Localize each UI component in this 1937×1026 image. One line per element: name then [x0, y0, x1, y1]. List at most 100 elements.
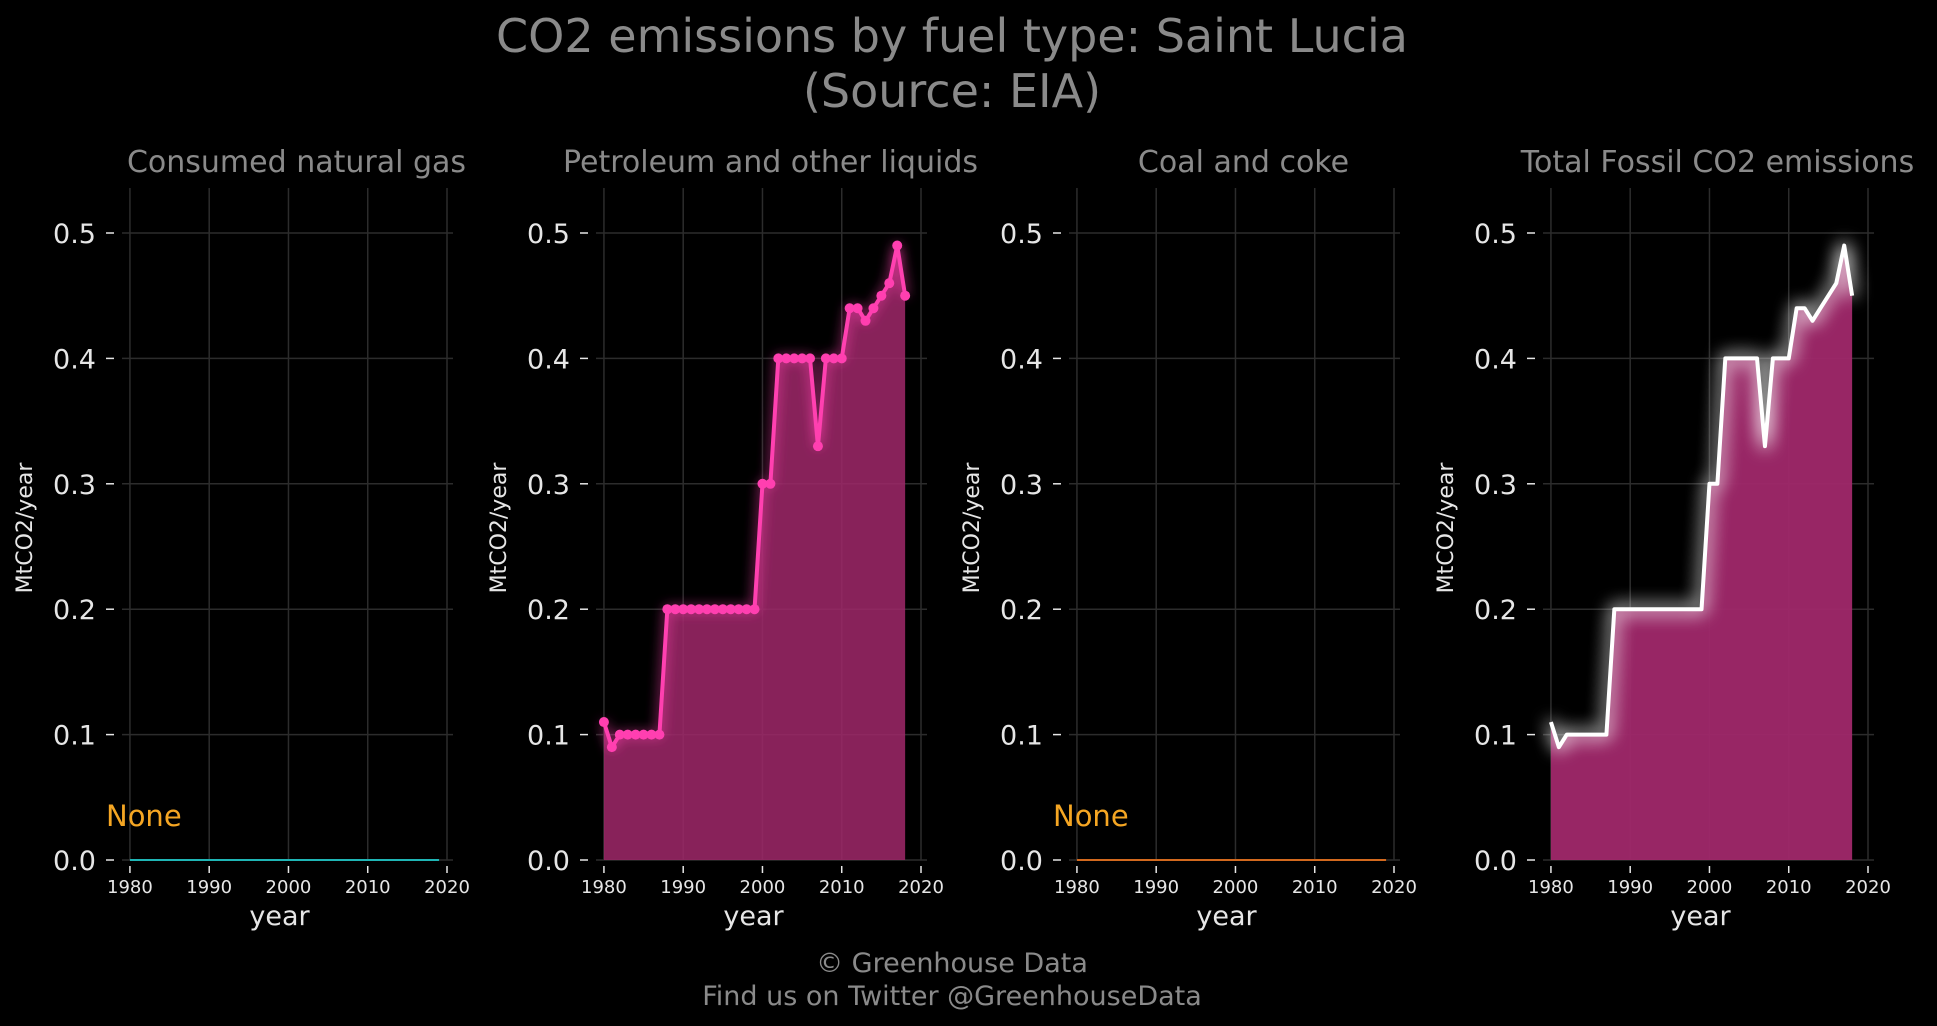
y-tick-label: 0.3: [1474, 470, 1517, 501]
y-tick-label: 0.0: [1000, 846, 1043, 877]
data-point: [884, 278, 895, 289]
x-tick-label: 2010: [819, 877, 865, 898]
y-tick-label: 0.1: [527, 721, 570, 752]
data-point: [614, 729, 625, 740]
data-point: [606, 742, 617, 753]
data-point: [828, 353, 839, 364]
x-tick-label: 2020: [898, 877, 944, 898]
data-point: [868, 303, 879, 314]
data-point: [622, 729, 633, 740]
area-fill: [1550, 245, 1853, 861]
data-point: [717, 604, 728, 615]
data-point: [844, 303, 855, 314]
area-fill: [603, 245, 906, 861]
y-tick-label: 0.5: [53, 219, 96, 250]
y-tick-label: 0.1: [53, 721, 96, 752]
y-tick-label: 0.3: [53, 470, 96, 501]
chart-title: CO2 emissions by fuel type: Saint Lucia: [496, 9, 1408, 63]
x-tick-label: 1990: [186, 877, 232, 898]
y-tick-label: 0.0: [527, 846, 570, 877]
data-point: [662, 604, 673, 615]
data-point: [892, 240, 903, 251]
panel-title: Consumed natural gas: [127, 145, 466, 180]
series-line: [1549, 243, 1855, 750]
y-tick-label: 0.2: [527, 595, 570, 626]
y-tick-label: 0.0: [1474, 846, 1517, 877]
x-axis-label: year: [249, 901, 310, 932]
panel-4: Total Fossil CO2 emissions 0.0 0.1 0.2 0.3 0.…: [1434, 145, 1914, 932]
x-tick-label: 2010: [345, 877, 391, 898]
y-tick-label: 0.3: [1000, 470, 1043, 501]
x-axis-label: year: [1670, 901, 1731, 932]
x-tick-label: 1980: [107, 877, 153, 898]
data-point: [733, 604, 744, 615]
x-tick-label: 2000: [1687, 877, 1733, 898]
y-tick-label: 0.5: [1000, 219, 1043, 250]
data-point: [860, 315, 871, 326]
x-tick-label: 2000: [266, 877, 312, 898]
y-axis-label: MtCO2/year: [1434, 462, 1459, 594]
data-point: [630, 729, 641, 740]
data-point: [781, 353, 792, 364]
data-point: [670, 604, 681, 615]
y-axis-label: MtCO2/year: [13, 462, 38, 594]
data-point: [646, 729, 657, 740]
data-point: [741, 604, 752, 615]
panel-title: Total Fossil CO2 emissions: [1520, 145, 1914, 180]
data-point: [686, 604, 697, 615]
y-tick-label: 0.1: [1474, 721, 1517, 752]
panel-title: Petroleum and other liquids: [563, 145, 978, 180]
x-tick-label: 1980: [581, 877, 627, 898]
data-point: [765, 478, 776, 489]
data-point: [852, 303, 863, 314]
panel-1: Consumed natural gas 0.0 0.1 0.2 0.3 0.4 0.5 19…: [13, 145, 470, 932]
data-point: [797, 353, 808, 364]
x-tick-label: 1990: [660, 877, 706, 898]
x-tick-label: 2020: [424, 877, 470, 898]
y-tick-label: 0.4: [527, 344, 570, 375]
y-tick-label: 0.4: [1000, 344, 1043, 375]
x-tick-label: 1980: [1528, 877, 1574, 898]
x-tick-label: 1990: [1133, 877, 1179, 898]
y-tick-label: 0.5: [527, 219, 570, 250]
x-tick-label: 2010: [1766, 877, 1812, 898]
x-tick-label: 2020: [1845, 877, 1891, 898]
y-tick-label: 0.5: [1474, 219, 1517, 250]
x-tick-label: 2010: [1292, 877, 1338, 898]
data-point: [820, 353, 831, 364]
panel-3: Coal and coke 0.0 0.1 0.2 0.3 0.4 0.5 1980 1990 2…: [960, 145, 1417, 932]
panel-2: Petroleum and other liquids 0.0 0.1 0.2 0.3 0…: [487, 145, 978, 932]
x-axis-label: year: [723, 901, 784, 932]
y-tick-label: 0.1: [1000, 721, 1043, 752]
data-point: [725, 604, 736, 615]
footer-copyright: © Greenhouse Data: [816, 948, 1088, 979]
data-point: [789, 353, 800, 364]
data-point: [694, 604, 705, 615]
y-tick-label: 0.3: [527, 470, 570, 501]
y-tick-label: 0.4: [53, 344, 96, 375]
none-annotation: None: [106, 799, 182, 833]
x-tick-label: 1980: [1054, 877, 1100, 898]
data-point: [598, 717, 609, 728]
y-axis-label: MtCO2/year: [960, 462, 985, 594]
chart-subtitle: (Source: EIA): [803, 64, 1101, 118]
data-point: [876, 290, 887, 301]
data-point: [900, 290, 911, 301]
y-axis-label: MtCO2/year: [487, 462, 512, 594]
data-point: [678, 604, 689, 615]
data-point: [812, 441, 823, 452]
data-point: [757, 478, 768, 489]
data-point: [805, 353, 816, 364]
chart-panels: Consumed natural gas 0.0 0.1 0.2 0.3 0.4 0.5 19…: [13, 145, 1914, 932]
data-point: [709, 604, 720, 615]
data-point: [773, 353, 784, 364]
x-axis-label: year: [1196, 901, 1257, 932]
panel-title: Coal and coke: [1138, 145, 1349, 180]
data-point: [749, 604, 760, 615]
footer-twitter: Find us on Twitter @GreenhouseData: [702, 981, 1202, 1012]
data-point: [701, 604, 712, 615]
y-tick-label: 0.0: [53, 846, 96, 877]
data-point: [638, 729, 649, 740]
data-point: [654, 729, 665, 740]
